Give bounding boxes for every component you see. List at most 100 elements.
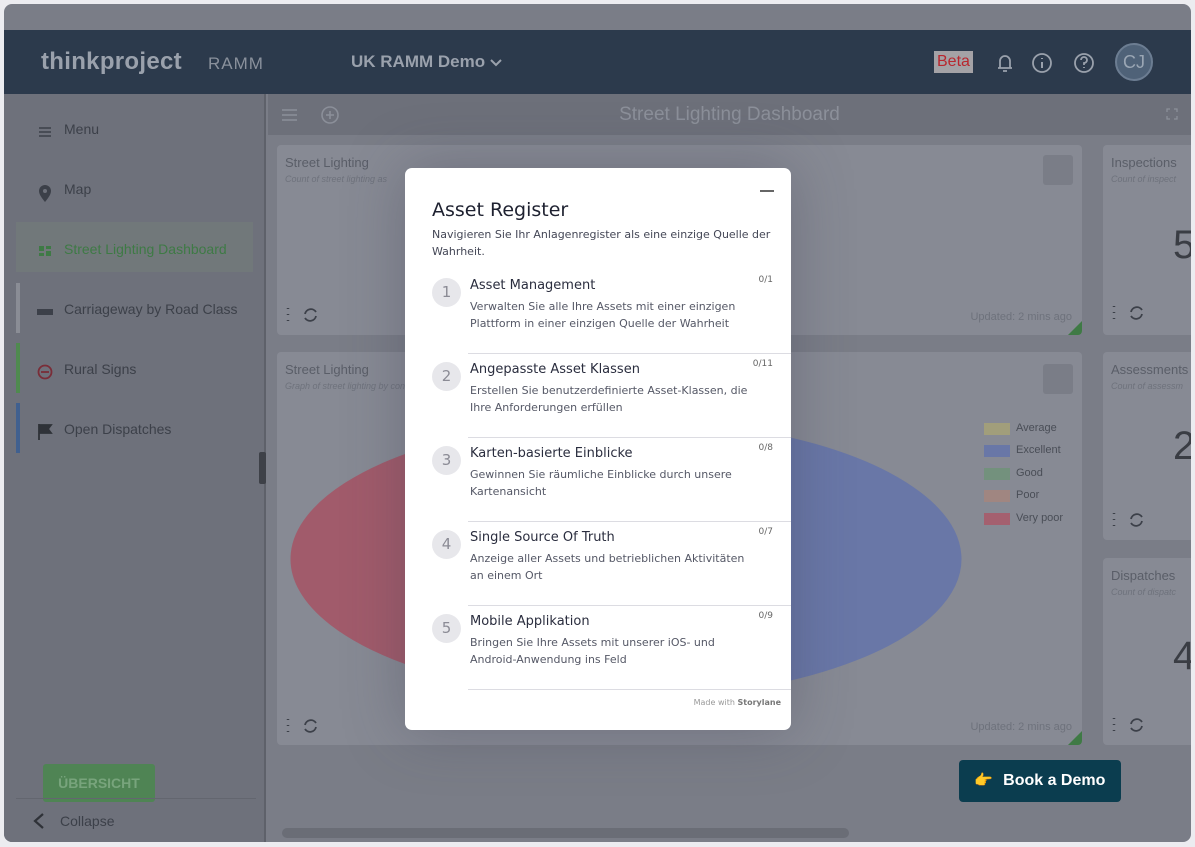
menu-item[interactable]: Carriageway by Road Class bbox=[64, 301, 238, 317]
step-separator bbox=[468, 689, 791, 690]
step-number: 5 bbox=[432, 614, 461, 643]
sidebar: Menu Map Street Lighting Dashboard Carri… bbox=[4, 94, 266, 842]
storylane-brand: Storylane bbox=[737, 698, 781, 707]
step-progress: 0/9 bbox=[758, 611, 773, 621]
modal-subtitle: Navigieren Sie Ihr Anlagenregister als e… bbox=[432, 228, 771, 258]
card-actions[interactable] bbox=[1109, 510, 1149, 530]
card-title: Street Lighting bbox=[285, 362, 369, 377]
hand-icon: 👉 bbox=[974, 772, 993, 789]
card-icon[interactable] bbox=[1043, 364, 1073, 394]
chevron-icon[interactable] bbox=[489, 58, 503, 68]
dashboard-title: Street Lighting Dashboard bbox=[619, 104, 840, 125]
legend-label: Excellent bbox=[1016, 444, 1061, 456]
project-selector[interactable]: UK RAMM Demo bbox=[351, 52, 486, 71]
active-item-bg bbox=[16, 222, 253, 272]
dashboard-toolbar: Street Lighting Dashboard bbox=[268, 94, 1191, 135]
sidebar-icons bbox=[37, 127, 53, 440]
minimize-button[interactable] bbox=[760, 190, 774, 192]
overview-label: ÜBERSICHT bbox=[58, 775, 140, 791]
toolbar-icons[interactable] bbox=[280, 105, 340, 125]
step-title: Angepasste Asset Klassen bbox=[470, 362, 640, 377]
modal-title: Asset Register bbox=[432, 199, 569, 221]
legend-item: Average bbox=[984, 422, 1057, 435]
expand-icon[interactable] bbox=[1166, 108, 1178, 120]
step-title: Single Source Of Truth bbox=[470, 530, 615, 545]
step-separator bbox=[468, 521, 791, 522]
legend-label: Good bbox=[1016, 467, 1043, 479]
card-title: Dispatches bbox=[1111, 568, 1176, 583]
item-bar bbox=[16, 403, 20, 453]
item-bar bbox=[16, 283, 20, 333]
card-actions[interactable] bbox=[283, 305, 323, 325]
corner-mark bbox=[1068, 731, 1082, 745]
avatar-initials: CJ bbox=[1123, 52, 1145, 72]
card-value: 2 bbox=[1173, 424, 1191, 468]
step-description: Gewinnen Sie räumliche Einblicke durch u… bbox=[470, 468, 732, 498]
card-subtitle: Count of inspect bbox=[1111, 174, 1177, 184]
menu-item[interactable]: Menu bbox=[64, 121, 100, 137]
step[interactable]: 3 Karten-basierte Einblicke Gewinnen Sie r… bbox=[405, 438, 791, 522]
step-description: Anzeige aller Assets und betrieblichen A… bbox=[470, 552, 745, 582]
card-updated: Updated: 2 mins ago bbox=[970, 721, 1072, 733]
avatar[interactable]: CJ bbox=[1115, 43, 1153, 81]
step-number: 1 bbox=[432, 278, 461, 307]
book-demo-label: Book a Demo bbox=[1003, 772, 1106, 789]
step-number: 3 bbox=[432, 446, 461, 475]
legend-item: Very poor bbox=[984, 512, 1064, 525]
legend-label: Very poor bbox=[1016, 512, 1064, 524]
step-number: 2 bbox=[432, 362, 461, 391]
app-header: thinkproject RAMM UK RAMM Demo Beta CJ bbox=[4, 30, 1191, 94]
step-description: Bringen Sie Ihre Assets mit unserer iOS-… bbox=[470, 636, 715, 666]
legend-label: Average bbox=[1016, 422, 1057, 434]
step-description: Verwalten Sie alle Ihre Assets mit einer… bbox=[470, 300, 736, 330]
card-value: 5 bbox=[1173, 223, 1191, 267]
legend-item: Good bbox=[984, 467, 1043, 480]
card-subtitle: Count of assessm bbox=[1111, 381, 1184, 391]
header-icons[interactable] bbox=[992, 50, 1102, 76]
card: Dispatches Count of dispatc 4 bbox=[1103, 558, 1191, 745]
step-progress: 0/7 bbox=[758, 527, 773, 537]
made-with: Made with Storylane bbox=[694, 698, 781, 707]
step-description: Erstellen Sie benutzerdefinierte Asset-K… bbox=[470, 384, 748, 414]
card: Assessments Count of assessm 2 bbox=[1103, 352, 1191, 540]
card-updated: Updated: 2 mins ago bbox=[970, 311, 1072, 323]
scrollbar[interactable] bbox=[282, 828, 849, 838]
made-with-label: Made with bbox=[693, 698, 735, 707]
step[interactable]: 1 Asset Management Verwalten Sie alle Ihre… bbox=[405, 270, 791, 354]
card-value: 4 bbox=[1173, 634, 1191, 678]
step-progress: 0/8 bbox=[758, 443, 773, 453]
resize-handle[interactable] bbox=[259, 452, 266, 484]
card: Inspections Count of inspect 5 bbox=[1103, 145, 1191, 335]
collapse-label[interactable]: Collapse bbox=[60, 813, 115, 829]
step[interactable]: 2 Angepasste Asset Klassen Erstellen Sie b… bbox=[405, 354, 791, 438]
card-subtitle: Count of dispatc bbox=[1111, 587, 1177, 597]
step[interactable]: 5 Mobile Applikation Bringen Sie Ihre Asse… bbox=[405, 606, 791, 690]
card-title: Inspections bbox=[1111, 155, 1177, 170]
menu-item[interactable]: Rural Signs bbox=[64, 361, 137, 377]
step-separator bbox=[468, 437, 791, 438]
card-title: Street Lighting bbox=[285, 155, 369, 170]
card-subtitle: Graph of street lighting by condition bbox=[285, 381, 427, 391]
collapse-icon[interactable] bbox=[32, 812, 46, 830]
overview-button[interactable]: ÜBERSICHT bbox=[43, 764, 155, 802]
step[interactable]: 4 Single Source Of Truth Anzeige aller Ass… bbox=[405, 522, 791, 606]
card-actions[interactable] bbox=[1109, 303, 1149, 323]
step-progress: 0/1 bbox=[758, 275, 773, 285]
step-title: Karten-basierte Einblicke bbox=[470, 446, 633, 461]
legend-item: Excellent bbox=[984, 444, 1061, 457]
step-title: Asset Management bbox=[470, 278, 596, 293]
menu-item[interactable]: Map bbox=[64, 181, 92, 197]
legend-label: Poor bbox=[1016, 489, 1040, 501]
card-actions[interactable] bbox=[283, 716, 323, 736]
card-actions[interactable] bbox=[1109, 715, 1149, 735]
card-icon[interactable] bbox=[1043, 155, 1073, 185]
beta-badge: Beta bbox=[934, 51, 973, 73]
book-demo-button[interactable]: 👉 Book a Demo bbox=[959, 760, 1121, 802]
step-separator bbox=[468, 353, 791, 354]
step-separator bbox=[468, 605, 791, 606]
corner-mark bbox=[1068, 321, 1082, 335]
menu-item[interactable]: Street Lighting Dashboard bbox=[64, 241, 227, 257]
menu-item[interactable]: Open Dispatches bbox=[64, 421, 172, 437]
step-number: 4 bbox=[432, 530, 461, 559]
